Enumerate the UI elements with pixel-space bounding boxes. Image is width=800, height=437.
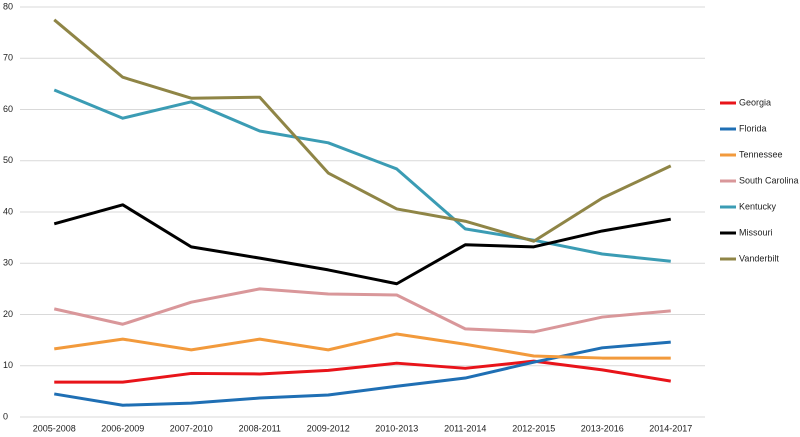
legend-label: Florida: [739, 123, 767, 133]
x-tick-label: 2010-2013: [375, 423, 418, 433]
x-tick-label: 2013-2016: [581, 423, 624, 433]
x-tick-label: 2005-2008: [33, 423, 76, 433]
legend-label: Vanderbilt: [739, 253, 779, 263]
x-tick-label: 2011-2014: [444, 423, 486, 433]
y-tick-label: 40: [3, 206, 13, 216]
legend-label: Missouri: [739, 227, 773, 237]
y-tick-label: 0: [3, 411, 8, 421]
y-tick-label: 10: [3, 360, 13, 370]
y-tick-label: 20: [3, 309, 13, 319]
series-line: [54, 359, 671, 384]
series-line: [53, 18, 672, 243]
y-tick-label: 30: [3, 258, 13, 268]
legend-label: Georgia: [739, 97, 771, 107]
x-tick-label: 2007-2010: [170, 423, 213, 433]
x-tick-label: 2008-2011: [239, 423, 281, 433]
x-tick-label: 2009-2012: [307, 423, 350, 433]
legend-label: Kentucky: [739, 201, 777, 211]
x-tick-label: 2014-2017: [649, 423, 692, 433]
legend-label: South Carolina: [739, 175, 799, 185]
x-tick-label: 2012-2015: [512, 423, 555, 433]
series-line: [53, 287, 671, 334]
series-line: [54, 332, 671, 360]
series-line: [53, 88, 671, 263]
y-tick-label: 70: [3, 53, 13, 63]
y-tick-label: 60: [3, 104, 13, 114]
series-line: [53, 203, 672, 286]
y-tick-label: 50: [3, 155, 13, 165]
legend-label: Tennessee: [739, 149, 783, 159]
y-tick-label: 80: [3, 1, 13, 11]
x-tick-label: 2006-2009: [101, 423, 144, 433]
series-line: [54, 340, 671, 407]
